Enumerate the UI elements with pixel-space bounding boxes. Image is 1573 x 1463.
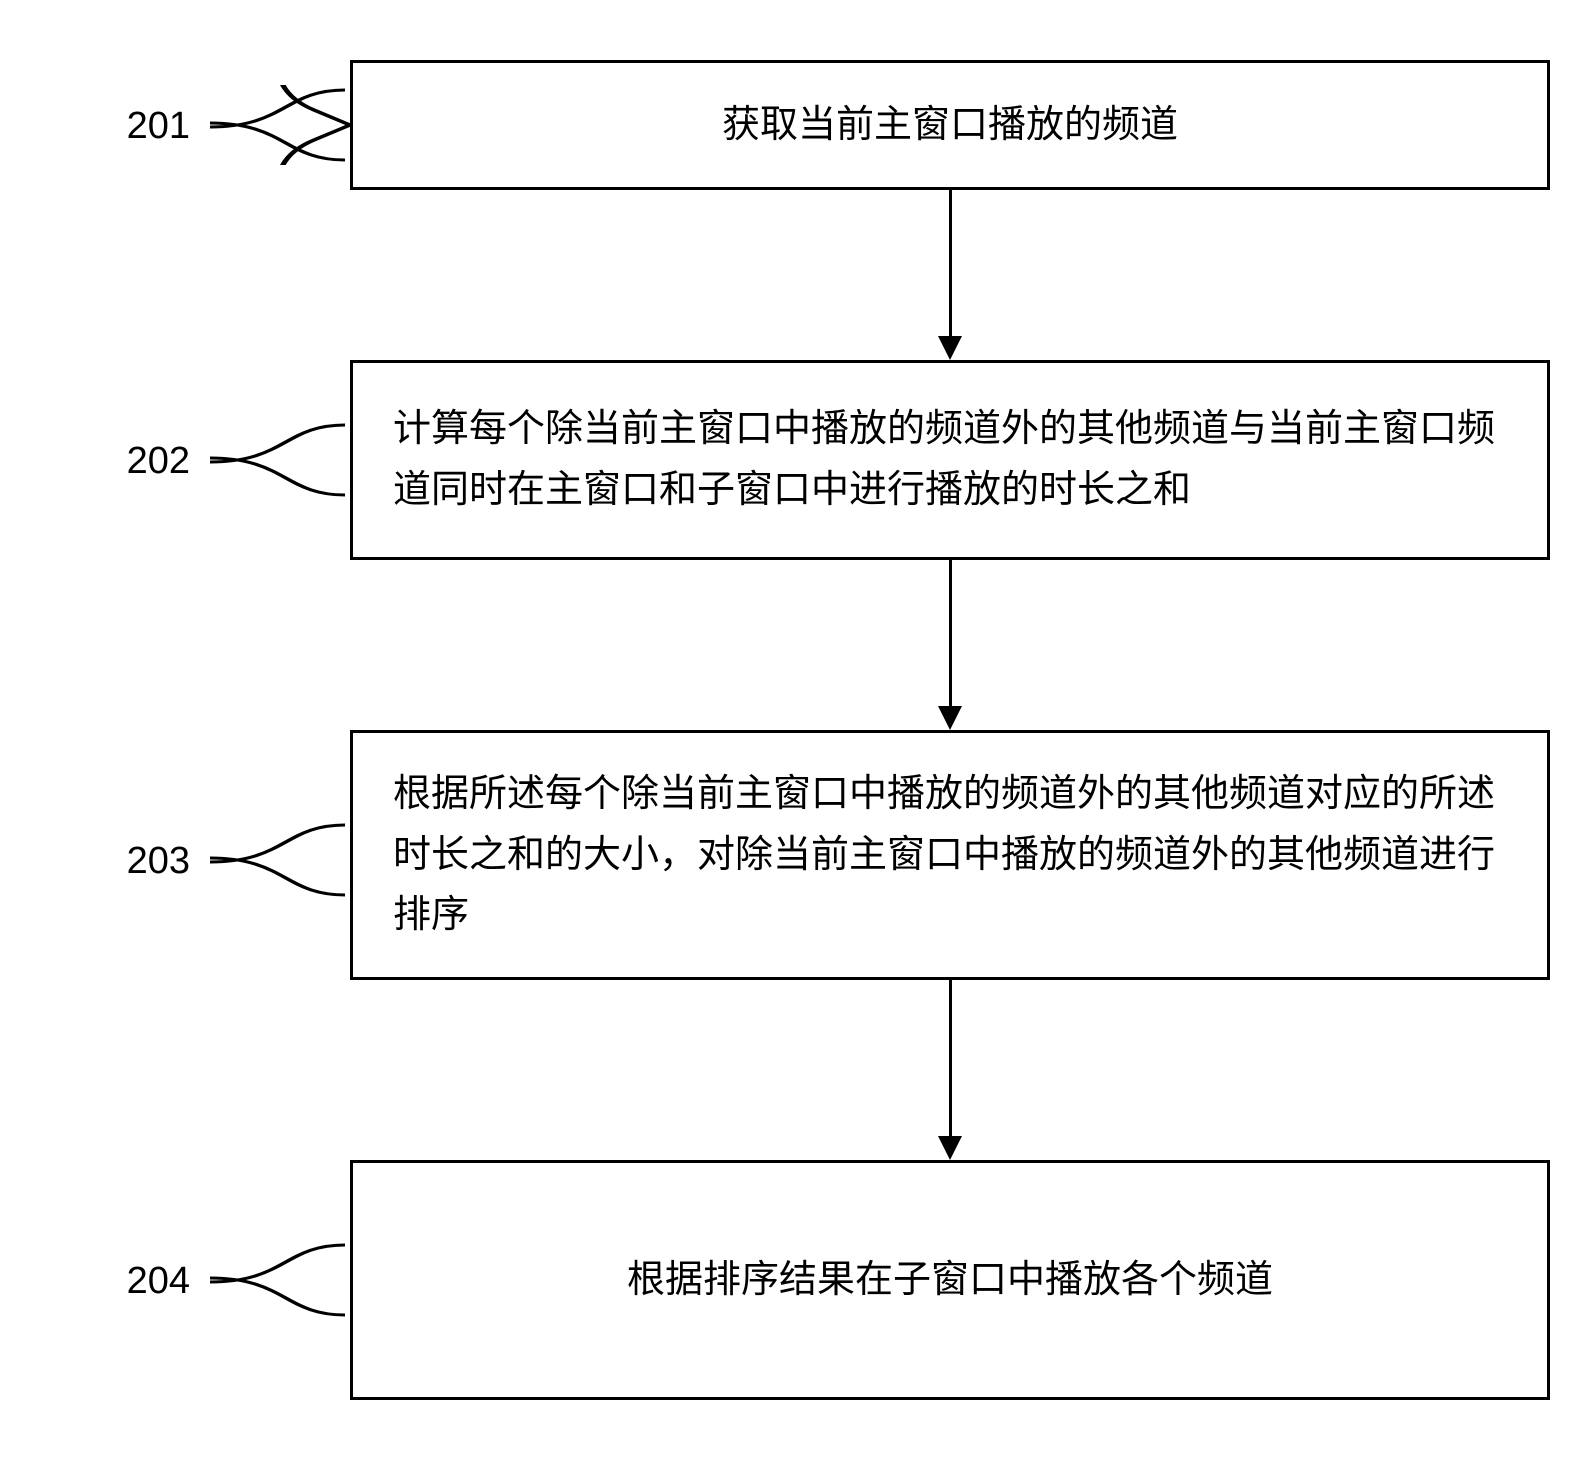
step-202-box: 计算每个除当前主窗口中播放的频道外的其他频道与当前主窗口频道同时在主窗口和子窗口… [350,360,1550,560]
arrow-line [949,560,952,706]
step-204-text: 根据排序结果在子窗口中播放各个频道 [393,1250,1507,1311]
arrow-head-icon [938,706,962,730]
arrow-head-icon [938,1136,962,1160]
label-text: 203 [127,840,190,882]
brace-icon [210,420,350,500]
step-204-label: 204 [110,1260,190,1303]
step-201-text: 获取当前主窗口播放的频道 [393,95,1507,156]
label-text: 204 [127,1260,190,1302]
label-text: 202 [127,440,190,482]
brace-icon [210,1240,350,1320]
arrow-line [949,190,952,336]
step-203-text: 根据所述每个除当前主窗口中播放的频道外的其他频道对应的所述时长之和的大小，对除当… [393,764,1507,946]
brace-icon [210,85,350,165]
brace-icon [210,820,350,900]
step-201-label: 201 [110,105,190,148]
step-203-box: 根据所述每个除当前主窗口中播放的频道外的其他频道对应的所述时长之和的大小，对除当… [350,730,1550,980]
step-201-box: 获取当前主窗口播放的频道 [350,60,1550,190]
step-202-text: 计算每个除当前主窗口中播放的频道外的其他频道与当前主窗口频道同时在主窗口和子窗口… [393,399,1507,521]
step-204-box: 根据排序结果在子窗口中播放各个频道 [350,1160,1550,1400]
arrow-head-icon [938,336,962,360]
arrow-line [949,980,952,1136]
step-203-label: 203 [110,840,190,883]
step-202-label: 202 [110,440,190,483]
label-text: 201 [127,105,190,147]
